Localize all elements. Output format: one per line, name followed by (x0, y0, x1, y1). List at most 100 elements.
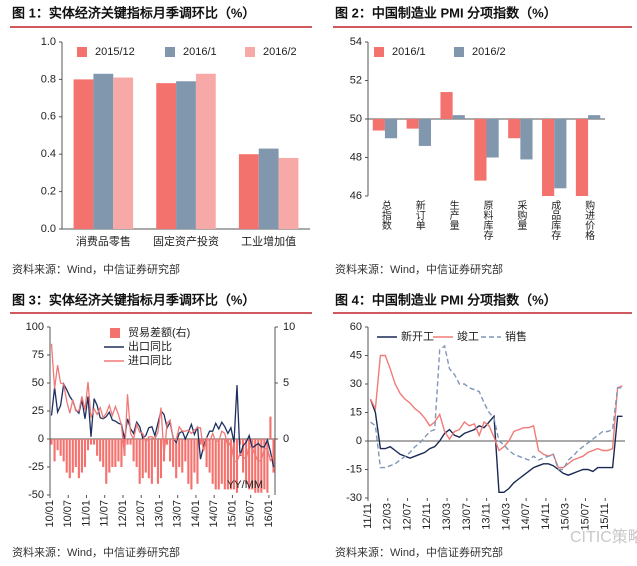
legend-label: 2016/1 (183, 46, 217, 58)
chart-title: 图 1：实体经济关键指标月季调环比（%） (12, 5, 255, 20)
annotation: YY/MM (227, 479, 263, 491)
bar (169, 439, 172, 462)
y-tick-label: 1.0 (41, 36, 56, 48)
bar (486, 119, 499, 158)
bar (418, 119, 431, 146)
bar (406, 119, 419, 129)
x-tick-label: 13/07 (461, 503, 473, 531)
bar (214, 439, 217, 490)
y-tick-label: 100 (26, 321, 44, 333)
x-tick-label: 14/07 (520, 503, 532, 531)
line (50, 343, 275, 463)
bar (113, 77, 134, 229)
bar (520, 119, 533, 160)
y-tick-label: 46 (350, 190, 362, 202)
legend-swatch (165, 47, 175, 57)
bar (175, 439, 178, 479)
bar (263, 439, 266, 490)
legend-label: 2016/2 (472, 46, 506, 58)
y2-tick-label: 5 (283, 377, 289, 389)
bar (195, 73, 216, 229)
x-tick-label: 采购量 (515, 200, 527, 230)
y-tick-label: 15 (350, 406, 362, 418)
bar (205, 439, 208, 467)
bar (144, 439, 147, 473)
source-note: 资料来源：Wind，中信证券研究部 (335, 262, 503, 276)
y-tick-label: -30 (346, 492, 362, 504)
x-tick-label: 11/11 (362, 503, 374, 529)
x-tick-label: 固定资产投资 (153, 234, 219, 248)
y-tick-label: 0.6 (41, 111, 56, 123)
line (369, 354, 623, 469)
y-tick-label: 0.2 (41, 186, 56, 198)
x-tick-label: 13/11 (481, 503, 493, 530)
y-tick-label: 60 (350, 321, 362, 333)
x-tick-label: 原料库存 (481, 200, 493, 240)
legend-swatch (454, 47, 464, 57)
x-tick-label: 15/03 (560, 503, 572, 531)
bar (99, 439, 102, 462)
bar (156, 439, 160, 484)
bar (248, 439, 251, 490)
legend-label: 2016/2 (263, 46, 297, 58)
legend-label: 出口同比 (128, 339, 172, 353)
bar (184, 439, 187, 462)
y-tick-label: 0 (38, 433, 44, 445)
chart-title: 图 3：实体经济关键指标月季调环比（%） (12, 292, 255, 307)
bar (251, 439, 254, 490)
bar (68, 439, 71, 479)
bar (86, 439, 90, 451)
bar (508, 119, 521, 139)
bar (117, 439, 120, 462)
bar (254, 439, 257, 493)
legend-label: 销售 (505, 329, 527, 343)
bar (474, 119, 487, 181)
bar (232, 439, 236, 490)
bar (223, 439, 226, 490)
y-tick-label: 48 (350, 151, 362, 163)
bar (132, 439, 135, 462)
bar (111, 439, 114, 467)
watermark: CITIC策略 (570, 528, 637, 546)
x-tick-label: 12/11 (421, 503, 433, 530)
y-tick-label: 50 (350, 113, 362, 125)
y-tick-label: -25 (28, 461, 44, 473)
y-tick-label: 0.0 (41, 223, 56, 235)
x-tick-label: 消费品零售 (76, 234, 131, 248)
y-tick-label: 0.4 (41, 148, 56, 160)
bar (266, 439, 269, 493)
y-tick-label: 54 (350, 36, 362, 48)
chart-title: 图 2：中国制造业 PMI 分项指数（%） (335, 5, 557, 20)
y-tick-label: -15 (346, 463, 362, 475)
bar (238, 154, 259, 229)
bar (93, 73, 114, 229)
bar (220, 439, 223, 484)
bar (53, 439, 56, 462)
bar (156, 83, 177, 229)
source-note: 资料来源：Wind，中信证券研究部 (12, 545, 180, 559)
bar (193, 439, 196, 473)
line (370, 344, 623, 471)
bar (226, 439, 229, 490)
x-tick-label: 16/01 (263, 500, 275, 528)
x-tick-label: 13/01 (153, 500, 165, 528)
bar (245, 439, 248, 484)
bar (159, 439, 163, 479)
bar (217, 439, 220, 490)
bar (77, 439, 80, 479)
bar (554, 119, 567, 189)
y-tick-label: 0.8 (41, 73, 56, 85)
x-tick-label: 10/01 (44, 500, 56, 528)
x-tick-label: 15/07 (245, 500, 257, 528)
bar (74, 439, 77, 467)
y-tick-label: -50 (28, 489, 44, 501)
bar (211, 439, 214, 484)
bar (542, 119, 555, 196)
chart-title: 图 4：中国制造业 PMI 分项指数（%） (335, 292, 557, 307)
bar (440, 92, 453, 119)
x-tick-label: 13/07 (172, 500, 184, 528)
bar (108, 439, 111, 473)
bar (372, 119, 385, 131)
bar (147, 439, 150, 479)
